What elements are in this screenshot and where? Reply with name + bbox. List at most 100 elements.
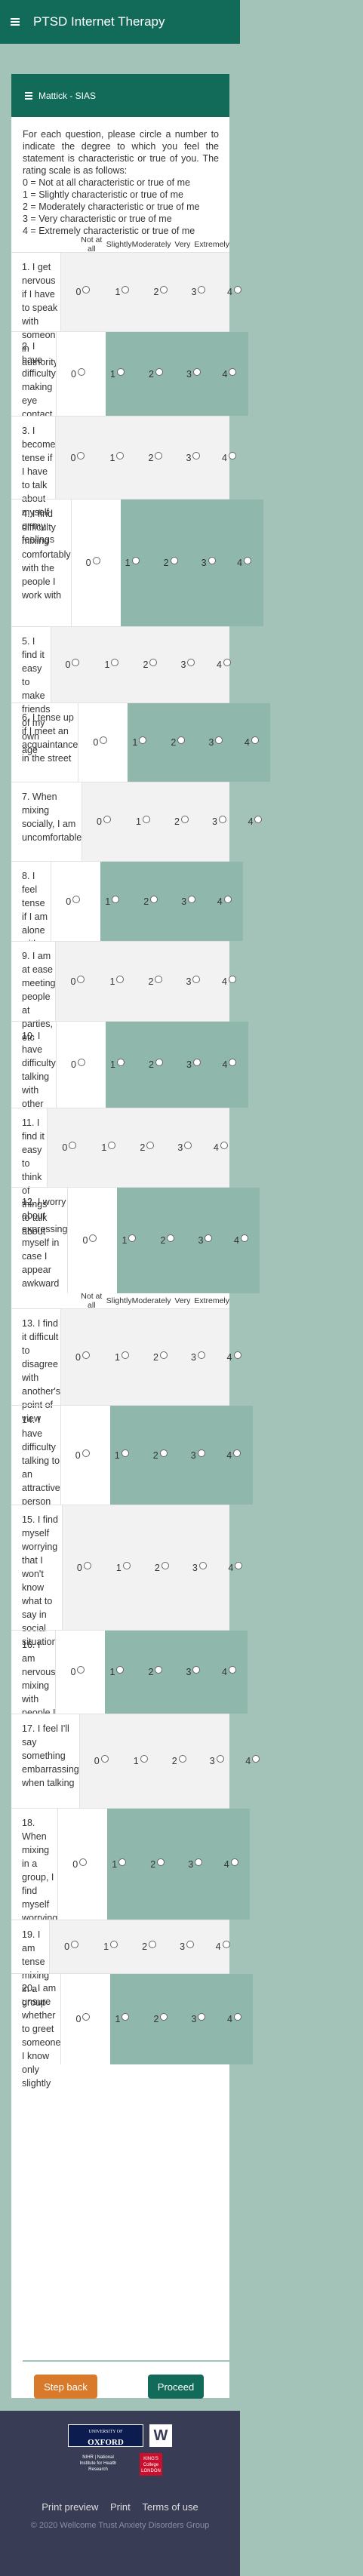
radio-button[interactable] xyxy=(140,1755,148,1763)
radio-button[interactable] xyxy=(186,1941,195,1948)
answer-option[interactable]: 0 xyxy=(63,1561,106,1573)
answer-option[interactable]: 3 xyxy=(171,895,205,907)
answer-option[interactable]: 3 xyxy=(177,1059,211,1070)
answer-option[interactable]: 4 xyxy=(215,286,253,297)
radio-button[interactable] xyxy=(122,1561,131,1569)
answer-option[interactable]: 3 xyxy=(181,2013,215,2024)
answer-option[interactable]: 0 xyxy=(57,1059,100,1070)
answer-option[interactable]: 3 xyxy=(181,286,215,297)
radio-button[interactable] xyxy=(216,1755,224,1763)
answer-option[interactable]: 0 xyxy=(61,1351,104,1363)
answer-option[interactable]: 3 xyxy=(176,975,210,987)
radio-button[interactable] xyxy=(112,895,120,903)
answer-option[interactable]: 3 xyxy=(202,816,236,827)
radio-button[interactable] xyxy=(139,736,147,744)
radio-button[interactable] xyxy=(116,1059,125,1066)
answer-option[interactable]: 0 xyxy=(61,2013,104,2024)
answer-option[interactable]: 2 xyxy=(140,286,181,297)
radio-button[interactable] xyxy=(72,895,81,903)
answer-option[interactable]: 1 xyxy=(100,1059,135,1070)
radio-button[interactable] xyxy=(77,1666,85,1674)
radio-button[interactable] xyxy=(228,975,236,983)
answer-option[interactable]: 0 xyxy=(78,736,122,748)
answer-option[interactable]: 4 xyxy=(212,1858,250,1870)
answer-option[interactable]: 1 xyxy=(101,1858,137,1870)
answer-option[interactable]: 1 xyxy=(99,451,134,463)
radio-button[interactable] xyxy=(192,451,201,460)
radio-button[interactable] xyxy=(77,451,85,460)
answer-option[interactable]: 0 xyxy=(82,816,125,827)
radio-button[interactable] xyxy=(92,557,100,564)
answer-option[interactable]: 0 xyxy=(48,1142,91,1153)
radio-button[interactable] xyxy=(218,816,226,823)
answer-option[interactable]: 3 xyxy=(198,736,232,748)
answer-option[interactable]: 4 xyxy=(232,736,270,748)
answer-option[interactable]: 4 xyxy=(236,816,274,827)
answer-option[interactable]: 1 xyxy=(122,736,157,748)
answer-option[interactable]: 1 xyxy=(123,1755,158,1766)
radio-button[interactable] xyxy=(233,2013,241,2021)
radio-button[interactable] xyxy=(155,1059,163,1066)
radio-button[interactable] xyxy=(159,1449,168,1457)
radio-button[interactable] xyxy=(100,1755,109,1763)
step-back-button[interactable]: Step back xyxy=(34,2375,97,2399)
radio-button[interactable] xyxy=(180,816,189,823)
radio-button[interactable] xyxy=(116,975,125,983)
answer-option[interactable]: 2 xyxy=(134,451,176,463)
answer-option[interactable]: 2 xyxy=(130,895,171,907)
answer-option[interactable]: 1 xyxy=(94,895,130,907)
answer-option[interactable]: 2 xyxy=(157,736,198,748)
answer-option[interactable]: 4 xyxy=(201,1142,239,1153)
answer-option[interactable]: 2 xyxy=(126,1142,168,1153)
answer-option[interactable]: 3 xyxy=(183,1561,217,1573)
answer-option[interactable]: 3 xyxy=(181,1351,215,1363)
radio-button[interactable] xyxy=(223,895,232,903)
radio-button[interactable] xyxy=(215,736,223,744)
radio-button[interactable] xyxy=(228,451,236,460)
radio-button[interactable] xyxy=(155,367,163,376)
radio-button[interactable] xyxy=(220,1142,228,1149)
print-preview-link[interactable]: Print preview xyxy=(42,2501,99,2513)
answer-option[interactable]: 2 xyxy=(158,1755,200,1766)
radio-button[interactable] xyxy=(116,367,125,376)
radio-button[interactable] xyxy=(155,451,163,460)
radio-button[interactable] xyxy=(254,816,263,823)
radio-button[interactable] xyxy=(223,659,231,666)
radio-button[interactable] xyxy=(208,557,216,564)
answer-option[interactable]: 4 xyxy=(210,1666,248,1677)
answer-option[interactable]: 2 xyxy=(140,2013,181,2024)
answer-option[interactable]: 4 xyxy=(204,1941,241,1952)
radio-button[interactable] xyxy=(77,367,85,376)
answer-option[interactable]: 3 xyxy=(200,1755,234,1766)
radio-button[interactable] xyxy=(198,1561,207,1569)
radio-button[interactable] xyxy=(149,659,158,666)
answer-option[interactable]: 1 xyxy=(99,975,134,987)
radio-button[interactable] xyxy=(192,1059,201,1066)
answer-option[interactable]: 3 xyxy=(176,1666,210,1677)
radio-button[interactable] xyxy=(131,557,140,564)
answer-option[interactable]: 0 xyxy=(56,1666,99,1677)
answer-option[interactable]: 1 xyxy=(94,659,130,670)
answer-option[interactable]: 1 xyxy=(111,1234,146,1246)
radio-button[interactable] xyxy=(167,1234,175,1242)
radio-button[interactable] xyxy=(155,1666,163,1674)
radio-button[interactable] xyxy=(229,367,237,376)
answer-option[interactable]: 4 xyxy=(217,1561,254,1573)
radio-button[interactable] xyxy=(205,1234,213,1242)
answer-option[interactable]: 3 xyxy=(188,1234,222,1246)
radio-button[interactable] xyxy=(252,1755,260,1763)
radio-button[interactable] xyxy=(233,1351,241,1359)
radio-button[interactable] xyxy=(187,659,195,666)
answer-option[interactable]: 0 xyxy=(51,659,94,670)
answer-option[interactable]: 1 xyxy=(104,1351,140,1363)
answer-option[interactable]: 1 xyxy=(93,1941,128,1952)
radio-button[interactable] xyxy=(251,736,259,744)
radio-button[interactable] xyxy=(157,1858,165,1866)
radio-button[interactable] xyxy=(110,1941,118,1948)
answer-option[interactable]: 4 xyxy=(205,659,243,670)
radio-button[interactable] xyxy=(100,736,108,744)
radio-button[interactable] xyxy=(178,1755,186,1763)
radio-button[interactable] xyxy=(161,1561,169,1569)
answer-option[interactable]: 0 xyxy=(61,286,104,297)
answer-option[interactable]: 2 xyxy=(135,1059,177,1070)
